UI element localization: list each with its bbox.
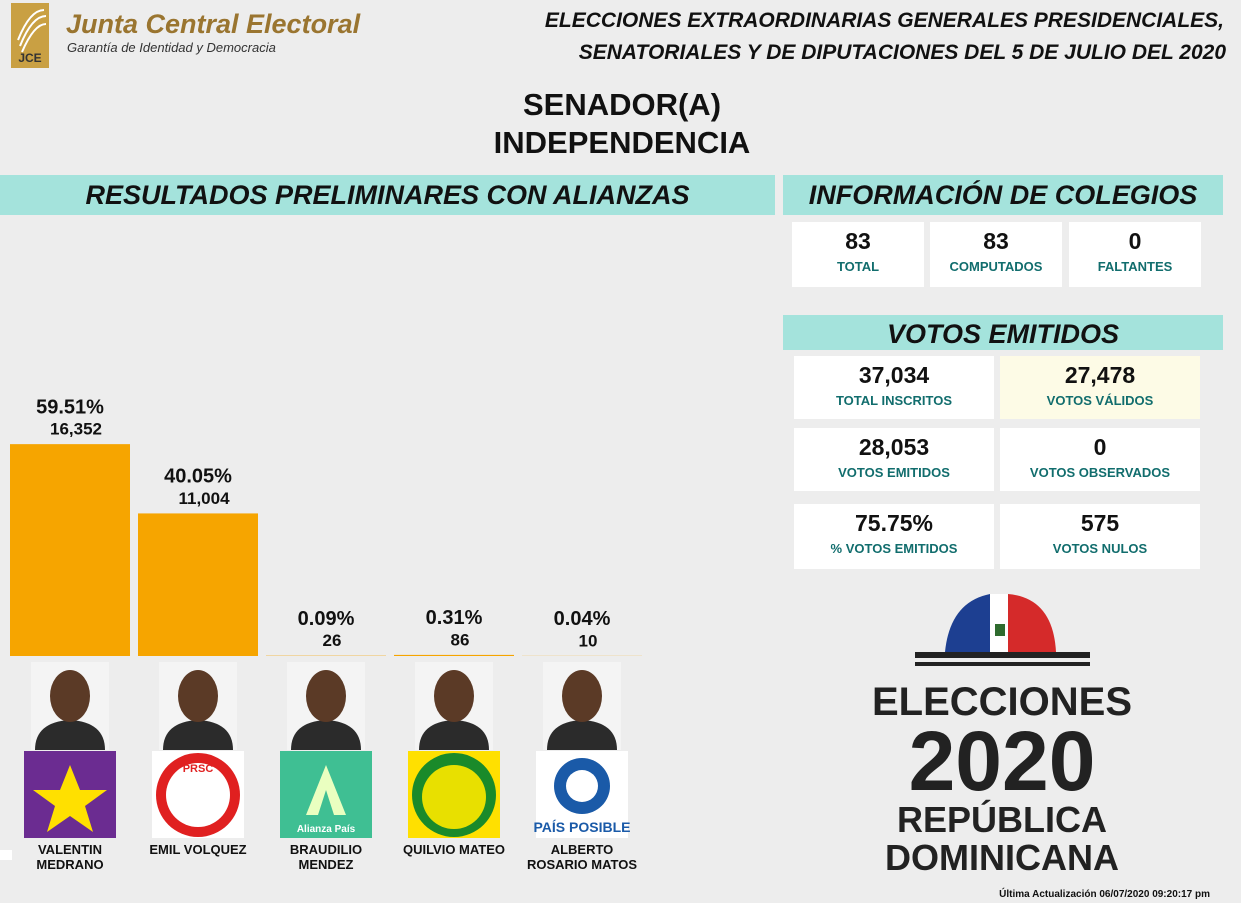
logo-lines	[17, 9, 47, 53]
stat-value: 575	[1080, 510, 1120, 536]
candidate-name: ALBERTO ROSARIO MATOS	[526, 842, 638, 872]
title: ELECCIONES EXTRAORDINARIAS GENERALES PRE…	[545, 9, 1224, 32]
stat-label: FALTANTES	[1097, 259, 1173, 274]
bar	[394, 654, 514, 656]
value-label: 0.04%	[554, 608, 611, 630]
candidate-name: EMIL VOLQUEZ	[149, 842, 247, 857]
stat-label: VOTOS VÁLIDOS	[1046, 393, 1154, 408]
photo-head	[306, 670, 346, 722]
photo-head	[178, 670, 218, 722]
stat-box: 75.75% % VOTOS EMITIDOS	[794, 504, 994, 569]
stat-label: TOTAL INSCRITOS	[835, 393, 953, 408]
logo-text: JCE	[18, 51, 41, 65]
stat-box: 575 VOTOS NULOS	[1000, 504, 1200, 569]
photo-body	[291, 720, 361, 750]
stat-value: 83	[845, 228, 871, 254]
logo-text: PAÍS POSIBLE	[534, 819, 631, 835]
stat-box: 83 COMPUTADOS	[930, 222, 1062, 287]
count-label: 86	[451, 630, 470, 649]
value-label: 0.31%	[426, 607, 483, 629]
brand-year: 2020	[909, 714, 1096, 808]
value-label: 0.09%	[298, 608, 355, 630]
logo-text: Alianza País	[297, 824, 356, 835]
section-title: INFORMACIÓN DE COLEGIOS	[783, 175, 1223, 215]
stat-value: 75.75%	[854, 510, 933, 536]
marker	[0, 850, 12, 860]
candidate-name: BRAUDILIO MENDEZ	[289, 842, 363, 872]
photo-body	[547, 720, 617, 750]
stat-box: 0 FALTANTES	[1069, 222, 1201, 287]
logo-circle	[566, 770, 598, 802]
title: SENATORIALES Y DE DIPUTACIONES DEL 5 DE …	[579, 41, 1227, 64]
chart-title: RESULTADOS PRELIMINARES CON ALIANZAS	[0, 175, 775, 215]
stat-value: 0	[1093, 434, 1107, 460]
ballot-graphic	[915, 594, 1090, 666]
stat-label: % VOTOS EMITIDOS	[830, 541, 958, 556]
logo-circle	[422, 765, 486, 829]
count-label: 10	[579, 631, 598, 650]
brand-line: DOMINICANA	[885, 837, 1119, 878]
stat-value: 28,053	[858, 434, 930, 460]
candidate-name: QUILVIO MATEO	[402, 842, 506, 857]
logo-text: PRSC	[183, 763, 214, 775]
stat-label: TOTAL	[836, 259, 880, 274]
org-name: Junta Central Electoral	[66, 9, 361, 39]
stat-box: 27,478 VOTOS VÁLIDOS	[1000, 356, 1200, 419]
stat-value: 83	[983, 228, 1009, 254]
value-label: 59.51%	[36, 396, 104, 418]
photo-body	[419, 720, 489, 750]
candidate-name: VALENTIN MEDRANO	[36, 842, 104, 872]
footer: Última Actualización 06/07/2020 09:20:17…	[999, 887, 1210, 900]
photo-body	[163, 720, 233, 750]
logo-star	[33, 765, 107, 832]
stat-box: 83 TOTAL	[792, 222, 924, 287]
stat-box: 28,053 VOTOS EMITIDOS	[794, 428, 994, 491]
count-label: 11,004	[178, 489, 230, 508]
bar	[10, 444, 130, 656]
count-label: 26	[323, 631, 342, 650]
stat-label: VOTOS OBSERVADOS	[1029, 465, 1171, 480]
stat-box: 37,034 TOTAL INSCRITOS	[794, 356, 994, 419]
count-label: 16,352	[50, 420, 102, 439]
bar	[138, 513, 258, 656]
org-tagline: Garantía de Identidad y Democracia	[67, 40, 276, 55]
stat-label: VOTOS EMITIDOS	[838, 465, 950, 480]
stat-value: 37,034	[858, 362, 930, 388]
stat-value: 0	[1128, 228, 1142, 254]
photo-head	[562, 670, 602, 722]
province: INDEPENDENCIA	[494, 125, 751, 160]
stat-label: COMPUTADOS	[949, 259, 1043, 274]
position: SENADOR(A)	[523, 87, 721, 122]
stat-label: VOTOS NULOS	[1052, 541, 1148, 556]
logo-a	[306, 765, 346, 815]
section-title: VOTOS EMITIDOS	[783, 315, 1223, 350]
photo-body	[35, 720, 105, 750]
photo-head	[434, 670, 474, 722]
logo-circle	[166, 763, 230, 827]
stat-value: 27,478	[1064, 362, 1136, 388]
stat-box: 0 VOTOS OBSERVADOS	[1000, 428, 1200, 491]
photo-head	[50, 670, 90, 722]
brand-line: ELECCIONES	[872, 680, 1132, 724]
brand-line: REPÚBLICA	[897, 798, 1107, 840]
value-label: 40.05%	[164, 466, 232, 488]
